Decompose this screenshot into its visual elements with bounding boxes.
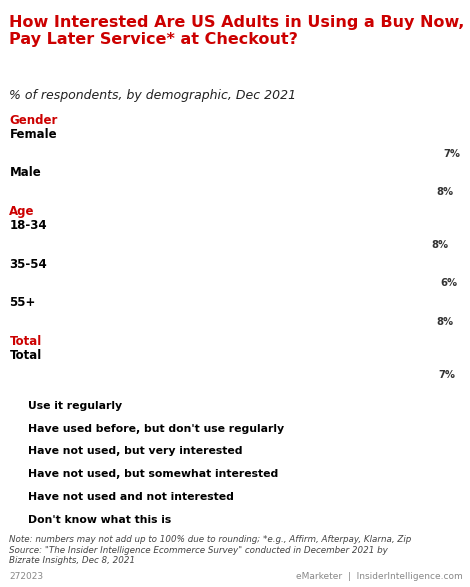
Text: 15%: 15% bbox=[204, 370, 228, 380]
Text: Don't know what this is: Don't know what this is bbox=[28, 515, 172, 525]
Text: 16%: 16% bbox=[138, 317, 162, 327]
Text: 55+: 55+ bbox=[9, 296, 36, 309]
Text: 272023: 272023 bbox=[9, 572, 44, 581]
Text: Have not used, but somewhat interested: Have not used, but somewhat interested bbox=[28, 469, 278, 479]
Text: 15%: 15% bbox=[99, 370, 124, 380]
Text: Note: numbers may not add up to 100% due to rounding; *e.g., Affirm, Afterpay, K: Note: numbers may not add up to 100% due… bbox=[9, 535, 412, 565]
Text: Gender: Gender bbox=[9, 114, 58, 127]
Text: 8%: 8% bbox=[19, 317, 36, 327]
Text: 15%: 15% bbox=[222, 187, 246, 197]
Text: 13%: 13% bbox=[27, 278, 51, 288]
Text: Female: Female bbox=[9, 128, 57, 141]
Text: Male: Male bbox=[9, 166, 41, 179]
Text: Have used before, but don't use regularly: Have used before, but don't use regularl… bbox=[28, 424, 284, 434]
Text: 12%: 12% bbox=[228, 240, 253, 250]
Text: 6%: 6% bbox=[441, 278, 458, 288]
Text: 13%: 13% bbox=[104, 187, 128, 197]
Text: eMarketer  |  InsiderIntelligence.com: eMarketer | InsiderIntelligence.com bbox=[296, 572, 463, 581]
Text: 19%: 19% bbox=[158, 240, 182, 250]
Text: Total: Total bbox=[9, 349, 42, 362]
Text: 17%: 17% bbox=[99, 149, 124, 158]
Text: 44%: 44% bbox=[324, 149, 348, 158]
Text: 53%: 53% bbox=[295, 317, 319, 327]
Text: 14%: 14% bbox=[29, 149, 53, 158]
Text: 9%: 9% bbox=[58, 317, 75, 327]
Text: 6%: 6% bbox=[92, 317, 109, 327]
Text: 14%: 14% bbox=[192, 149, 217, 158]
Text: 15%: 15% bbox=[31, 370, 55, 380]
Text: % of respondents, by demographic, Dec 2021: % of respondents, by demographic, Dec 20… bbox=[9, 89, 297, 102]
Text: 42%: 42% bbox=[329, 278, 352, 288]
Text: 8%: 8% bbox=[436, 187, 454, 197]
Text: 12%: 12% bbox=[161, 187, 185, 197]
Text: 35%: 35% bbox=[335, 187, 359, 197]
Text: 40%: 40% bbox=[329, 370, 352, 380]
Text: Have not used, but very interested: Have not used, but very interested bbox=[28, 447, 243, 457]
Text: How Interested Are US Adults in Using a Buy Now,
Pay Later Service* at Checkout?: How Interested Are US Adults in Using a … bbox=[9, 15, 465, 47]
Text: 11%: 11% bbox=[281, 240, 305, 250]
Text: 16%: 16% bbox=[197, 278, 221, 288]
Text: 8%: 8% bbox=[436, 317, 454, 327]
Text: Have not used and not interested: Have not used and not interested bbox=[28, 492, 234, 502]
Text: 8%: 8% bbox=[432, 240, 449, 250]
Text: 18-34: 18-34 bbox=[9, 220, 47, 232]
Text: 7%: 7% bbox=[439, 370, 455, 380]
Text: 23%: 23% bbox=[358, 240, 382, 250]
Text: Age: Age bbox=[9, 205, 35, 218]
Text: Use it regularly: Use it regularly bbox=[28, 401, 122, 411]
Text: 7%: 7% bbox=[149, 278, 165, 288]
Text: 16%: 16% bbox=[93, 278, 117, 288]
Text: 5%: 5% bbox=[153, 149, 170, 158]
Text: 26%: 26% bbox=[56, 240, 80, 250]
Text: 17%: 17% bbox=[36, 187, 60, 197]
Text: 35-54: 35-54 bbox=[9, 258, 47, 271]
Text: 7%: 7% bbox=[443, 149, 460, 158]
Text: 8%: 8% bbox=[155, 370, 172, 380]
Text: Total: Total bbox=[9, 335, 42, 348]
